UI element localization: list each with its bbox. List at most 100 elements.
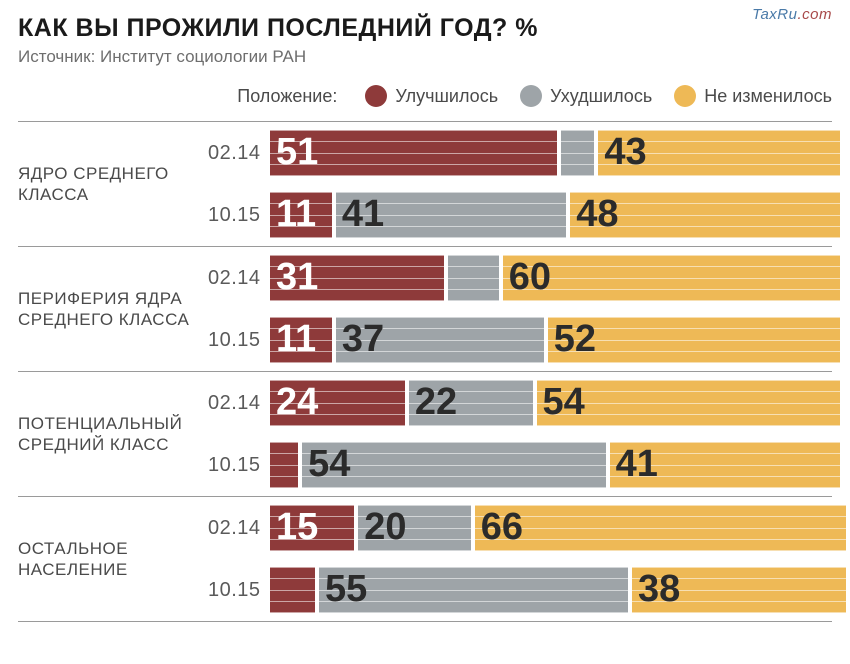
bar-segment-improved: 24: [270, 380, 405, 426]
bar-segment-unchanged: 48: [570, 192, 840, 238]
bar-value-worsened: 37: [342, 320, 384, 358]
chart-title: КАК ВЫ ПРОЖИЛИ ПОСЛЕДНИЙ ГОД? %: [18, 14, 832, 43]
watermark-part1: TaxRu: [752, 6, 797, 23]
bar-row: 02.14 24 22 54: [208, 372, 832, 434]
legend-text-worsened: Ухудшилось: [550, 86, 652, 107]
group-label: ОСТАЛЬНОЕ НАСЕЛЕНИЕ: [18, 538, 202, 581]
bar-value-unchanged: 60: [509, 258, 551, 296]
bar-segment-unchanged: 60: [503, 255, 840, 301]
rows: 02.14152066 10.158 55 38: [208, 497, 832, 621]
row-date: 02.14: [208, 517, 270, 540]
row-date: 10.15: [208, 579, 270, 602]
bar: 51 643: [270, 130, 832, 176]
bar-segment-worsened: 54: [302, 442, 605, 488]
bar: 11 41 48: [270, 192, 832, 238]
bar: 8 55 38: [270, 567, 832, 613]
bar-row: 02.14 31 9 60: [208, 247, 832, 309]
row-date: 10.15: [208, 329, 270, 352]
bar: 31 9 60: [270, 255, 832, 301]
bar-row: 02.14 51 643: [208, 122, 832, 184]
rows: 02.14 31 9 60 10.15 11 37 52: [208, 247, 832, 371]
legend-item-improved: Улучшилось: [365, 85, 498, 107]
page: TaxRu.com КАК ВЫ ПРОЖИЛИ ПОСЛЕДНИЙ ГОД? …: [0, 0, 850, 640]
group-label-cell: ОСТАЛЬНОЕ НАСЕЛЕНИЕ: [18, 497, 208, 621]
legend-text-unchanged: Не изменилось: [704, 86, 832, 107]
chart-subtitle: Источник: Институт социологии РАН: [18, 47, 832, 67]
legend-text-improved: Улучшилось: [395, 86, 498, 107]
bar-segment-improved: 11: [270, 317, 332, 363]
bar-segment-improved: 51: [270, 130, 557, 176]
legend-label: Положение:: [237, 86, 337, 107]
row-date: 02.14: [208, 142, 270, 165]
bar-value-unchanged: 66: [481, 508, 523, 546]
bar-segment-unchanged: 52: [548, 317, 840, 363]
legend: Положение: Улучшилось Ухудшилось Не изме…: [18, 85, 832, 107]
bar-value-improved: 51: [276, 133, 318, 171]
bar: 24 22 54: [270, 380, 832, 426]
bar-segment-worsened: 55: [319, 567, 628, 613]
group-label-cell: ПОТЕНЦИАЛЬНЫЙ СРЕДНИЙ КЛАСС: [18, 372, 208, 496]
bar-segment-worsened: 41: [336, 192, 566, 238]
group-label: ЯДРО СРЕДНЕГО КЛАССА: [18, 163, 202, 206]
legend-chip-worsened: [520, 85, 542, 107]
group-label: ПОТЕНЦИАЛЬНЫЙ СРЕДНИЙ КЛАСС: [18, 413, 202, 456]
bar-segment-worsened: 37: [336, 317, 544, 363]
bar-value-worsened: 54: [308, 445, 350, 483]
bar-value-worsened: 22: [415, 383, 457, 421]
group-label: ПЕРИФЕРИЯ ЯДРА СРЕДНЕГО КЛАССА: [18, 288, 202, 331]
row-date: 02.14: [208, 392, 270, 415]
bar-segment-unchanged: 66: [475, 505, 846, 551]
bar-segment-improved: 11: [270, 192, 332, 238]
bar-value-unchanged: 48: [576, 195, 618, 233]
watermark: TaxRu.com: [752, 6, 832, 23]
legend-chip-unchanged: [674, 85, 696, 107]
bar-segment-worsened: 6: [561, 130, 595, 176]
bar-row: 10.158 55 38: [208, 559, 832, 621]
watermark-part2: .com: [797, 6, 832, 23]
bar-row: 10.1511 41 48: [208, 184, 832, 246]
bar-segment-improved: 15: [270, 505, 354, 551]
bar-row: 10.15 11 37 52: [208, 309, 832, 371]
bar: 152066: [270, 505, 832, 551]
bar: 11 37 52: [270, 317, 832, 363]
bar-value-unchanged: 52: [554, 320, 596, 358]
bar-segment-worsened: 9: [448, 255, 499, 301]
bar-value-improved: 15: [276, 508, 318, 546]
group: ПЕРИФЕРИЯ ЯДРА СРЕДНЕГО КЛАССА02.1431960…: [18, 246, 832, 371]
divider: [18, 621, 832, 622]
row-date: 10.15: [208, 204, 270, 227]
legend-item-worsened: Ухудшилось: [520, 85, 652, 107]
group: ОСТАЛЬНОЕ НАСЕЛЕНИЕ02.1415206610.1585538: [18, 496, 832, 621]
bar-value-improved: 31: [276, 258, 318, 296]
row-date: 02.14: [208, 267, 270, 290]
group-label-cell: ЯДРО СРЕДНЕГО КЛАССА: [18, 122, 208, 246]
bar-segment-unchanged: 54: [537, 380, 840, 426]
bar: 5 54 41: [270, 442, 832, 488]
bar-segment-improved: 5: [270, 442, 298, 488]
bar-value-unchanged: 41: [616, 445, 658, 483]
legend-chip-improved: [365, 85, 387, 107]
bar-value-improved: 11: [276, 320, 316, 358]
bar-value-unchanged: 38: [638, 570, 680, 608]
bar-value-unchanged: 54: [543, 383, 585, 421]
group-label-cell: ПЕРИФЕРИЯ ЯДРА СРЕДНЕГО КЛАССА: [18, 247, 208, 371]
rows: 02.14 51 643 10.1511 41 48: [208, 122, 832, 246]
group: ЯДРО СРЕДНЕГО КЛАССА 02.14 51 643 10.1511 41 4…: [18, 121, 832, 246]
bar-segment-worsened: 22: [409, 380, 533, 426]
bar-value-unchanged: 43: [604, 133, 646, 171]
legend-item-unchanged: Не изменилось: [674, 85, 832, 107]
bar-value-worsened: 41: [342, 195, 384, 233]
bar-segment-unchanged: 43: [598, 130, 840, 176]
bar-row: 02.14152066: [208, 497, 832, 559]
bar-segment-unchanged: 38: [632, 567, 846, 613]
chart: ЯДРО СРЕДНЕГО КЛАССА02.145164310.1511414…: [18, 121, 832, 622]
bar-segment-unchanged: 41: [610, 442, 840, 488]
bar-row: 10.155 54 41: [208, 434, 832, 496]
bar-value-worsened: 55: [325, 570, 367, 608]
rows: 02.14 24 22 54 10.155 54 41: [208, 372, 832, 496]
row-date: 10.15: [208, 454, 270, 477]
bar-value-improved: 24: [276, 383, 318, 421]
group: ПОТЕНЦИАЛЬНЫЙ СРЕДНИЙ КЛАСС02.1424225410…: [18, 371, 832, 496]
bar-segment-improved: 31: [270, 255, 444, 301]
bar-segment-improved: 8: [270, 567, 315, 613]
